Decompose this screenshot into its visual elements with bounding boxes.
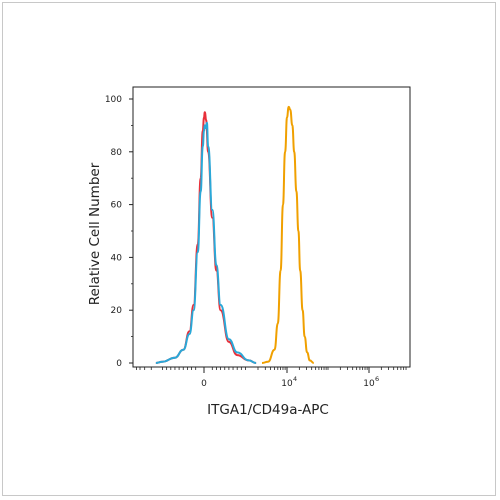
y-tick-label: 40 (111, 253, 123, 263)
y-axis-ticks: 0 20 40 60 80 100 (105, 95, 133, 369)
x-tick-exponent: 6 (375, 375, 379, 383)
y-axis-label: Relative Cell Number (87, 162, 103, 305)
x-tick-label: 0 (201, 379, 207, 389)
y-tick-label: 60 (111, 201, 123, 211)
x-axis-label: ITGA1/CD49a-APC (207, 402, 329, 418)
y-tick-label: 80 (111, 148, 123, 158)
plot-area-border (132, 86, 411, 368)
y-tick-label: 20 (111, 306, 123, 316)
series-layer (155, 105, 314, 364)
figure-frame (2, 2, 496, 496)
y-tick-label: 100 (105, 95, 122, 105)
x-tick-exponent: 4 (293, 375, 297, 383)
series-line-1 (155, 111, 257, 364)
series-line-3 (261, 105, 314, 364)
series-line-2 (155, 121, 257, 364)
y-tick-label: 0 (116, 359, 122, 369)
x-axis-ticks: 0 10 4 10 6 (135, 367, 407, 389)
x-tick-label: 10 (363, 379, 375, 389)
x-tick-label: 10 (281, 379, 293, 389)
